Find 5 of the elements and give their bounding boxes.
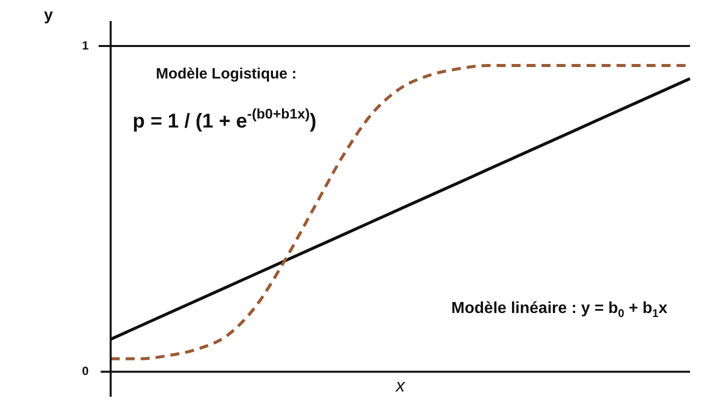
x-axis-title: x	[394, 376, 406, 396]
annotation: Modèle Logistique :	[156, 66, 297, 83]
y-tick-label: 1	[82, 38, 89, 52]
y-tick-label: 0	[82, 364, 89, 378]
y-axis-title: y	[44, 7, 53, 24]
